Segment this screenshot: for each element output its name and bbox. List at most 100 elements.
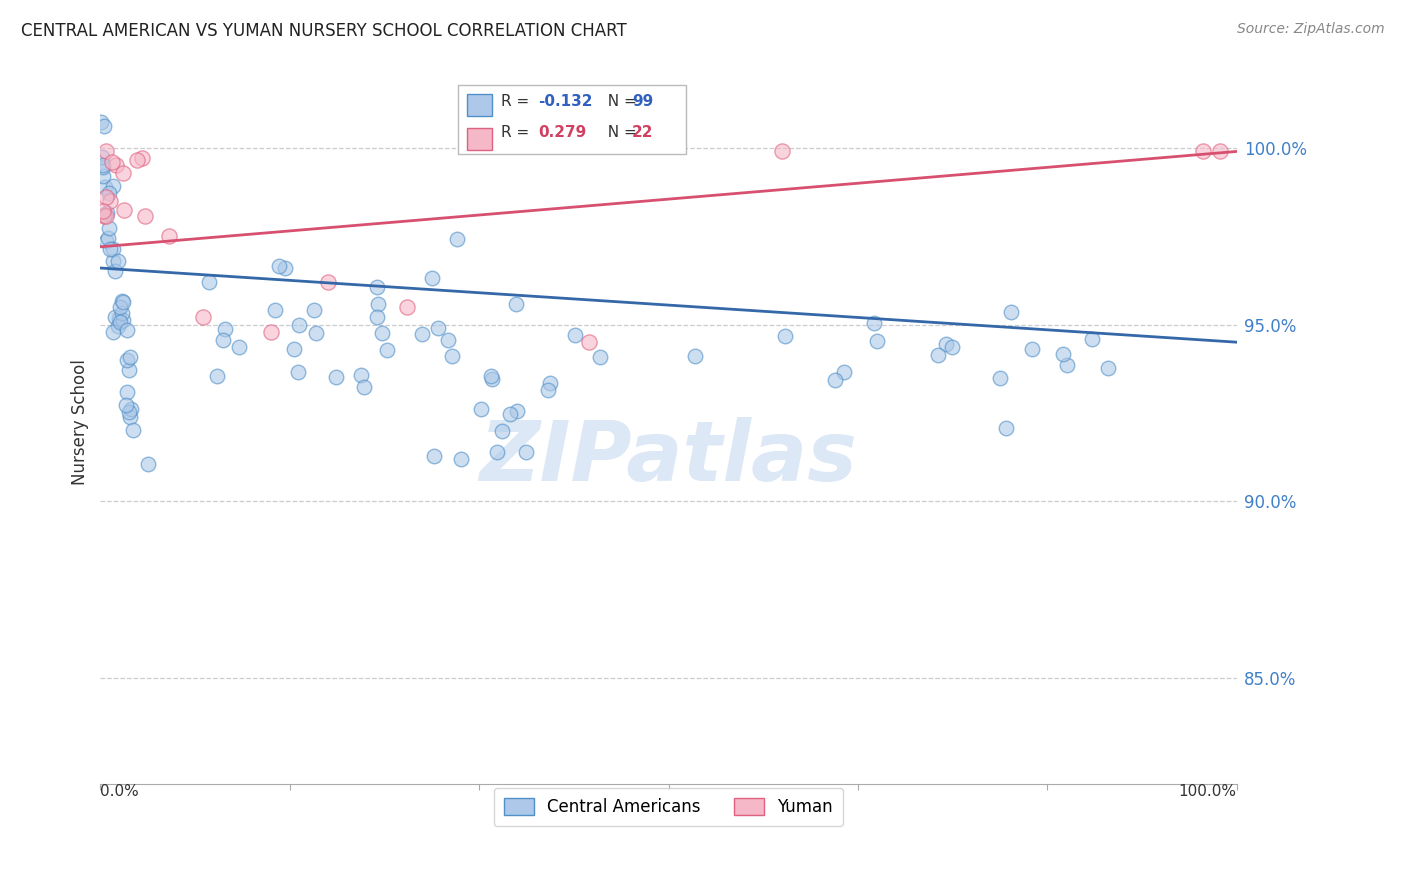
Point [481,371,503,385]
Point [96,205,118,219]
Point [505,297,527,311]
Point [935,337,957,351]
Point [107,310,129,325]
Point [111,295,134,310]
Point [118,363,141,377]
Point [112,202,135,217]
Point [98,243,121,257]
Point [589,350,612,364]
Point [411,327,433,342]
Point [93,208,115,222]
Point [264,302,287,317]
Point [866,334,889,349]
Point [287,365,309,379]
Point [122,423,145,437]
Point [131,152,153,166]
Point [1191,145,1213,159]
Point [107,253,129,268]
Point [115,353,138,368]
Point [773,329,796,343]
Point [350,368,373,382]
Point [578,335,600,350]
Point [446,231,468,245]
Point [97,230,120,244]
Point [366,280,388,294]
Point [927,348,949,362]
Y-axis label: Nursery School: Nursery School [72,359,89,484]
Point [994,420,1017,434]
FancyBboxPatch shape [458,85,686,153]
Text: ZIPatlas: ZIPatlas [479,417,858,499]
Text: N =: N = [598,94,641,109]
Text: CENTRAL AMERICAN VS YUMAN NURSERY SCHOOL CORRELATION CHART: CENTRAL AMERICAN VS YUMAN NURSERY SCHOOL… [21,22,627,40]
Point [260,325,283,339]
Point [863,317,886,331]
Point [111,306,134,320]
Point [274,260,297,275]
Point [1081,332,1104,346]
Point [1000,304,1022,318]
Point [1097,360,1119,375]
Point [91,160,114,174]
Point [283,342,305,356]
Point [366,310,388,325]
Point [104,310,127,324]
Point [1056,358,1078,372]
Point [91,169,114,183]
Point [100,155,122,169]
Point [107,318,129,333]
Point [479,368,502,383]
Text: -0.132: -0.132 [538,94,592,109]
Point [988,371,1011,385]
Point [470,401,492,416]
Point [941,340,963,354]
Point [367,296,389,310]
Point [396,300,419,314]
Point [441,349,464,363]
Point [207,369,229,384]
Point [564,327,586,342]
Point [506,403,529,417]
Point [117,385,139,400]
Text: 0.279: 0.279 [538,125,586,140]
Text: R =: R = [502,94,534,109]
Point [1208,145,1230,159]
Point [423,449,446,463]
FancyBboxPatch shape [467,94,492,116]
Point [97,220,120,235]
Point [94,145,117,159]
Point [93,119,115,133]
Point [112,166,135,180]
Point [91,150,114,164]
Point [420,270,443,285]
Point [316,275,339,289]
Text: Source: ZipAtlas.com: Source: ZipAtlas.com [1237,22,1385,37]
Point [96,234,118,248]
Point [103,254,125,268]
Point [770,145,793,159]
Point [118,405,141,419]
Point [118,351,141,365]
Text: R =: R = [502,125,534,140]
Point [111,294,134,309]
Point [157,229,180,244]
Point [103,242,125,256]
Text: 99: 99 [633,94,654,109]
Point [118,410,141,425]
Point [450,452,472,467]
Legend: Central Americans, Yuman: Central Americans, Yuman [494,788,844,826]
Point [426,321,449,335]
Point [112,312,135,326]
Point [353,380,375,394]
Point [499,407,522,421]
Point [136,457,159,471]
Point [1052,346,1074,360]
Point [191,310,214,325]
Text: 0.0%: 0.0% [100,784,139,798]
Text: N =: N = [598,125,641,140]
Text: 100.0%: 100.0% [1178,784,1237,798]
Point [198,276,221,290]
Point [824,373,846,387]
Point [115,398,138,412]
Point [375,343,398,357]
